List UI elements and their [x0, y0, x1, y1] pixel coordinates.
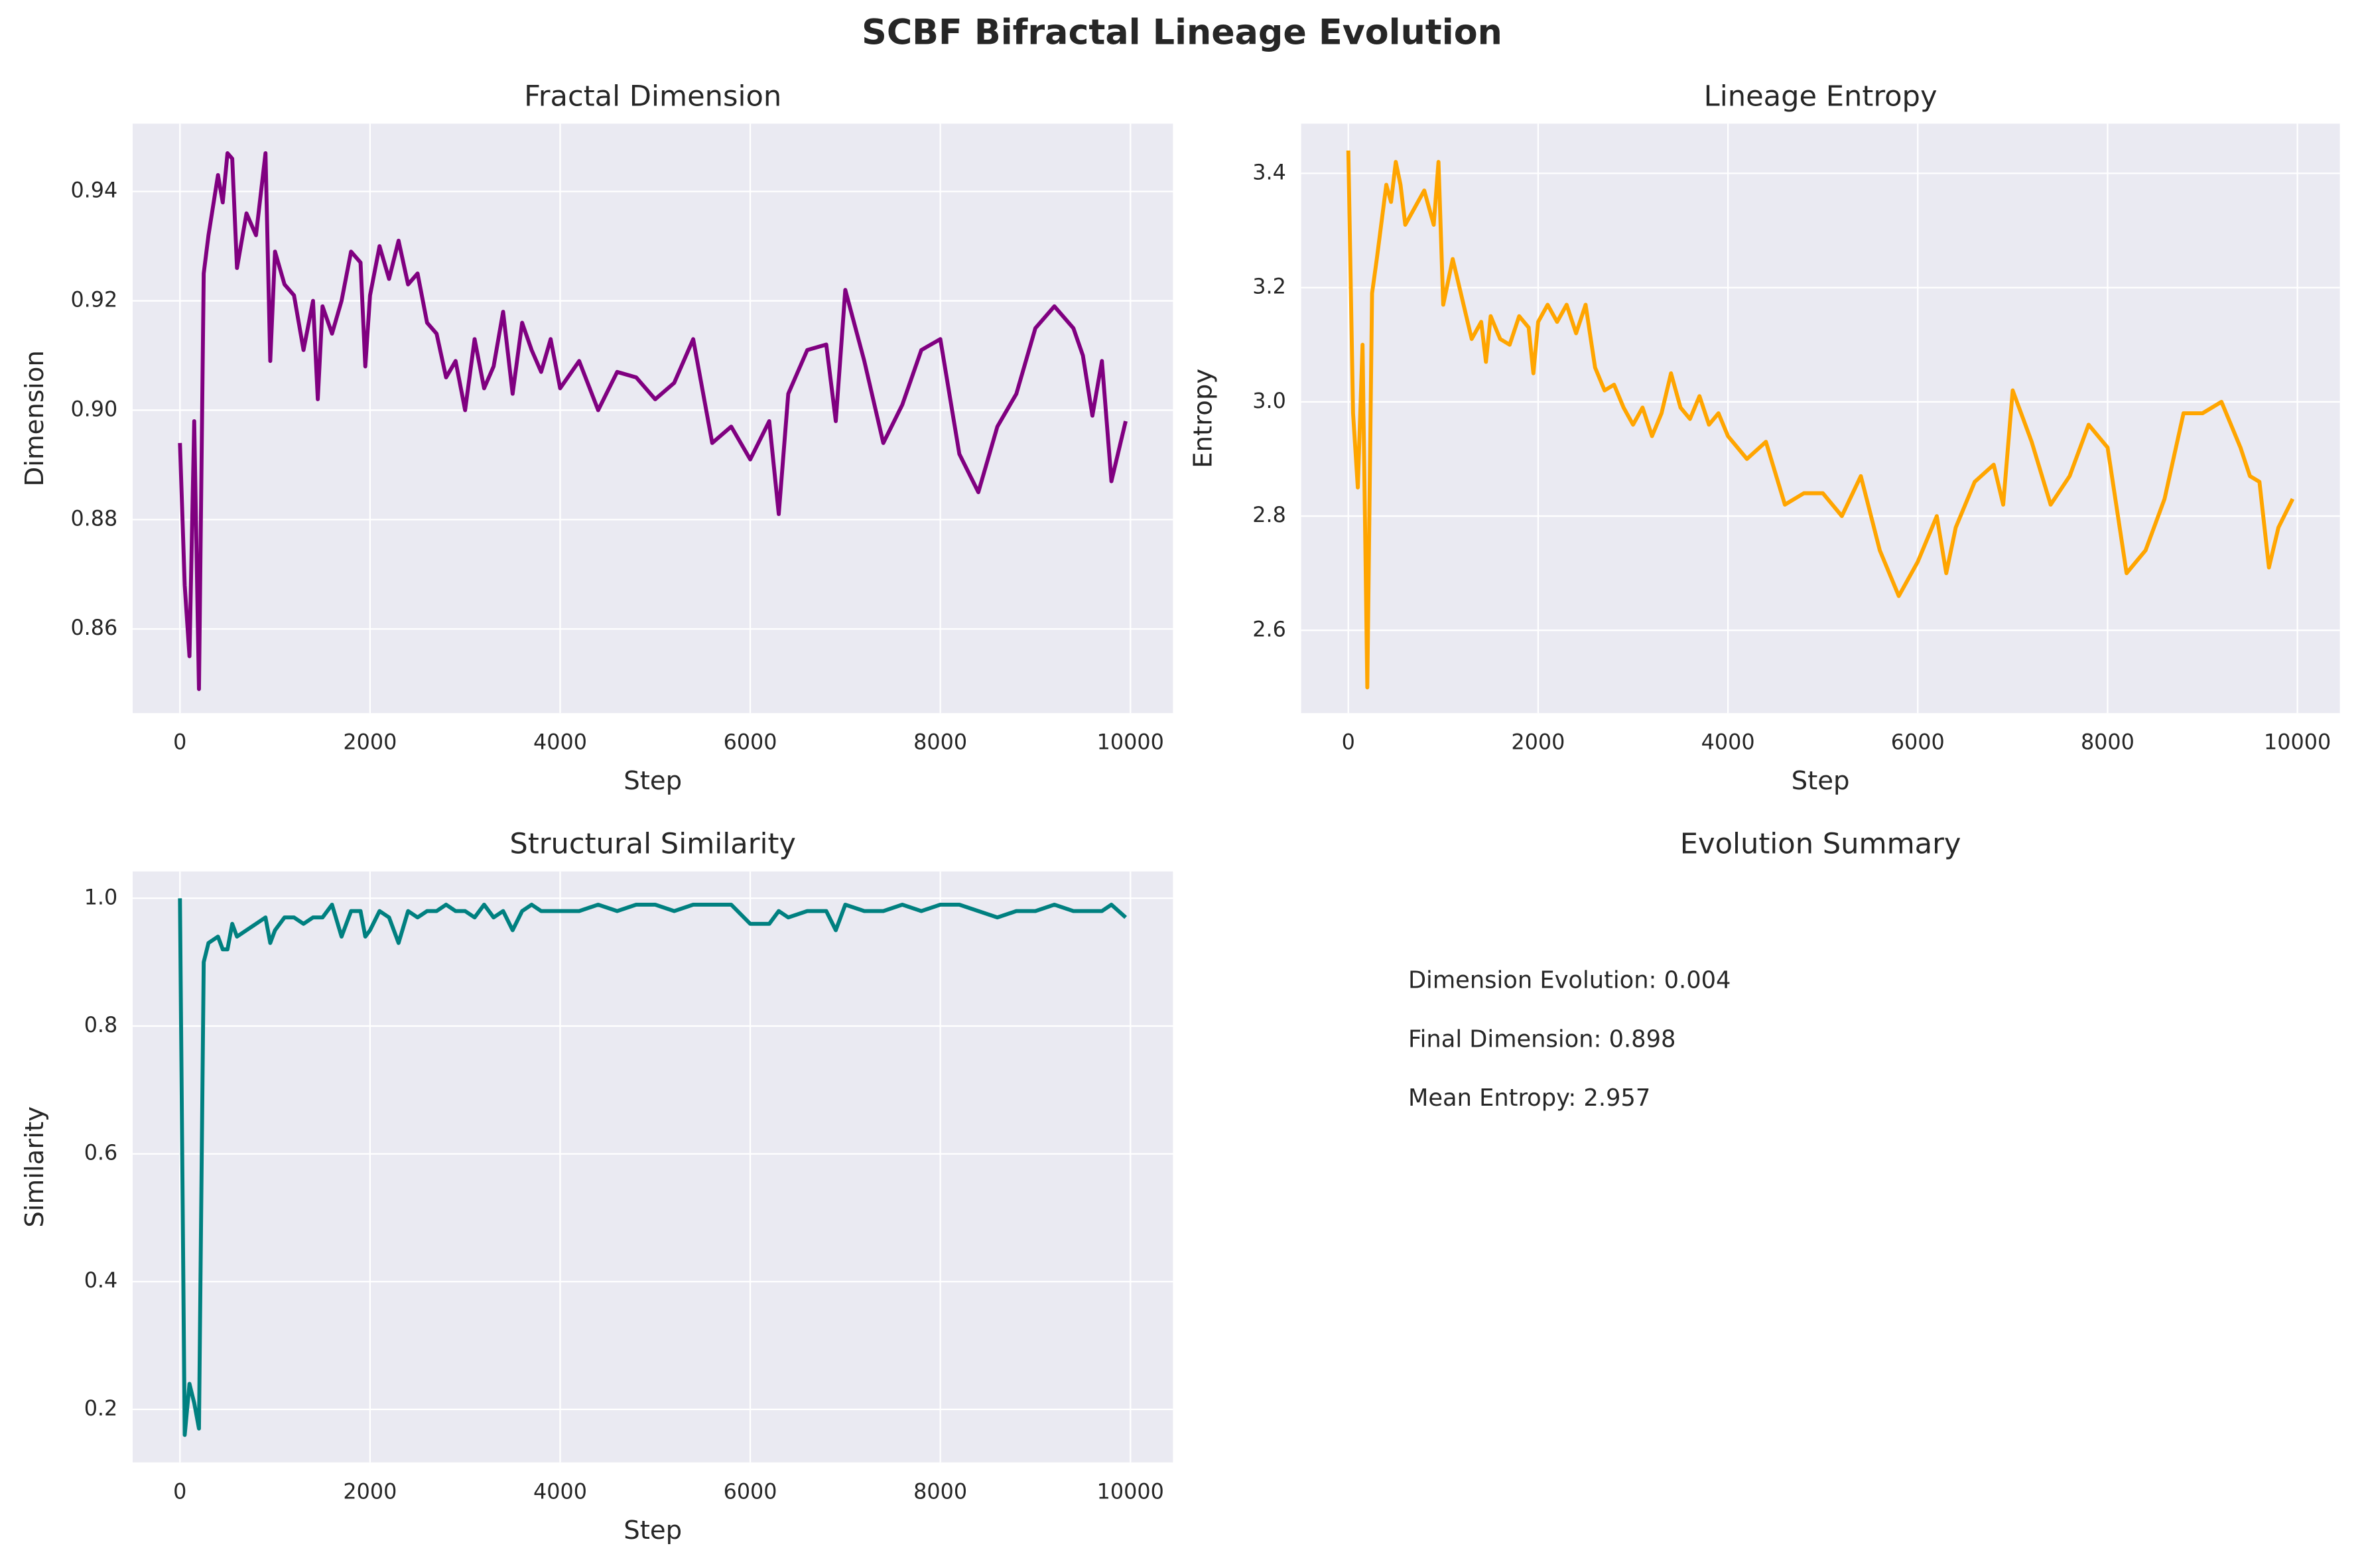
- x-axis-label: Step: [624, 1516, 682, 1545]
- y-axis-label: Similarity: [20, 1106, 50, 1228]
- x-tick-label: 6000: [1891, 730, 1945, 755]
- x-tick-label: 2000: [343, 1478, 397, 1504]
- y-tick-label: 0.2: [84, 1396, 118, 1421]
- y-tick-label: 0.88: [70, 505, 117, 531]
- x-tick-label: 8000: [913, 730, 967, 755]
- y-tick-label: 3.0: [1252, 388, 1286, 413]
- y-tick-label: 0.4: [84, 1268, 118, 1293]
- x-tick-label: 4000: [533, 1478, 587, 1504]
- plot-area: [133, 871, 1173, 1463]
- y-axis-label: Dimension: [20, 350, 50, 486]
- x-tick-label: 8000: [2081, 730, 2134, 755]
- subplot-title: Lineage Entropy: [1704, 80, 1937, 113]
- x-tick-label: 0: [173, 1478, 186, 1504]
- y-tick-label: 0.8: [84, 1012, 118, 1037]
- x-tick-label: 10000: [1097, 730, 1164, 755]
- y-tick-label: 3.2: [1252, 274, 1286, 299]
- x-axis-label: Step: [1792, 766, 1850, 796]
- x-tick-label: 8000: [913, 1478, 967, 1504]
- y-tick-label: 0.92: [70, 287, 117, 312]
- summary-text: Final Dimension: 0.898: [1408, 1025, 1675, 1053]
- x-axis-label: Step: [624, 766, 682, 796]
- figure-title: SCBF Bifractal Lineage Evolution: [862, 12, 1502, 52]
- subplot-title: Structural Similarity: [509, 828, 796, 861]
- x-tick-label: 4000: [1701, 730, 1755, 755]
- data-line: [178, 898, 1128, 1437]
- x-tick-label: 0: [1342, 730, 1355, 755]
- y-tick-label: 0.94: [70, 178, 117, 203]
- y-tick-label: 0.6: [84, 1140, 118, 1165]
- x-tick-label: 2000: [343, 730, 397, 755]
- y-tick-label: 2.8: [1252, 502, 1286, 527]
- x-tick-label: 6000: [724, 730, 777, 755]
- y-axis-label: Entropy: [1189, 369, 1218, 468]
- x-tick-label: 0: [173, 730, 186, 755]
- summary-text: Mean Entropy: 2.957: [1408, 1084, 1650, 1112]
- y-tick-label: 1.0: [84, 884, 118, 909]
- x-tick-label: 10000: [1097, 1478, 1164, 1504]
- x-tick-label: 6000: [724, 1478, 777, 1504]
- subplot-title: Evolution Summary: [1680, 828, 1961, 861]
- plot-area: [133, 123, 1173, 714]
- y-tick-label: 2.6: [1252, 616, 1286, 641]
- data-line: [1346, 150, 2295, 690]
- data-line: [178, 151, 1128, 691]
- y-tick-label: 0.86: [70, 615, 117, 640]
- x-tick-label: 2000: [1511, 730, 1565, 755]
- subplot-title: Fractal Dimension: [524, 80, 781, 113]
- summary-text: Dimension Evolution: 0.004: [1408, 967, 1731, 994]
- x-tick-label: 10000: [2264, 730, 2331, 755]
- y-tick-label: 3.4: [1252, 159, 1286, 184]
- x-tick-label: 4000: [533, 730, 587, 755]
- y-tick-label: 0.90: [70, 396, 117, 421]
- plot-area: [1301, 123, 2340, 714]
